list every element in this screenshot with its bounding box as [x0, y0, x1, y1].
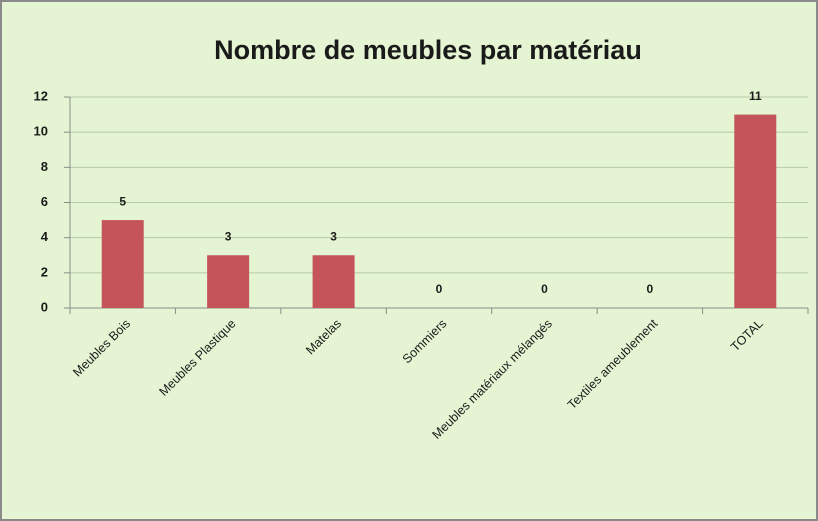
data-label: 0	[647, 282, 654, 296]
y-tick-label: 8	[41, 159, 48, 174]
data-label: 11	[749, 89, 762, 103]
y-tick-label: 12	[34, 88, 48, 103]
bar	[312, 255, 355, 308]
bar	[734, 114, 777, 308]
y-tick-label: 0	[41, 299, 48, 314]
chart-title: Nombre de meubles par matériau	[214, 35, 642, 65]
data-label: 0	[436, 282, 443, 296]
bar	[207, 255, 250, 308]
data-label: 5	[119, 194, 126, 208]
data-label: 0	[541, 282, 548, 296]
data-label: 3	[330, 229, 337, 243]
data-label: 3	[225, 229, 232, 243]
y-tick-label: 4	[41, 229, 49, 244]
bar	[101, 220, 144, 308]
y-tick-label: 6	[41, 194, 48, 209]
y-tick-label: 2	[41, 264, 48, 279]
y-tick-label: 10	[34, 124, 48, 139]
